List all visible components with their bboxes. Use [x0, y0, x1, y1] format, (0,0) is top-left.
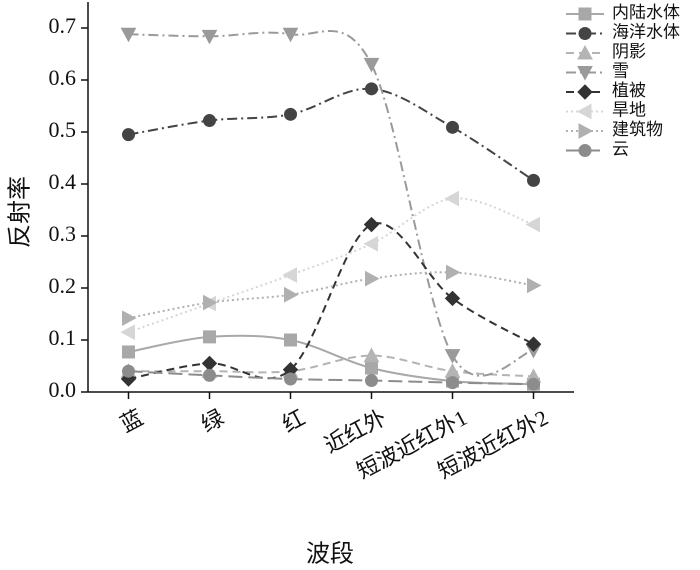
marker: [365, 270, 380, 287]
y-tick-label: 0.2: [49, 273, 77, 298]
y-tick-label: 0.6: [49, 65, 77, 90]
series-line: [128, 334, 534, 386]
marker: [282, 27, 299, 43]
marker: [284, 286, 299, 303]
series: [120, 190, 540, 341]
marker: [284, 333, 297, 347]
y-tick-label: 0.0: [49, 377, 77, 402]
marker: [578, 144, 592, 157]
marker: [578, 123, 594, 139]
marker: [122, 310, 137, 326]
marker: [363, 235, 378, 252]
marker: [203, 294, 218, 311]
y-tick-label: 0.5: [49, 117, 77, 142]
x-tick-label: 红: [278, 405, 309, 437]
series-line: [128, 354, 534, 378]
marker: [577, 44, 593, 60]
marker: [444, 190, 459, 207]
marker: [122, 345, 135, 359]
marker: [284, 107, 297, 121]
series-line: [128, 370, 534, 386]
marker: [578, 7, 592, 21]
marker: [203, 330, 216, 344]
marker: [365, 374, 378, 388]
marker: [446, 376, 459, 390]
marker: [446, 264, 461, 281]
marker: [525, 336, 542, 352]
marker: [527, 277, 542, 294]
legend-label: 雪: [612, 61, 629, 80]
series: [120, 216, 542, 387]
legend-label: 旱地: [612, 100, 646, 119]
marker: [577, 66, 593, 81]
legend-label: 建筑物: [612, 120, 663, 139]
y-tick-label: 0.7: [49, 13, 77, 38]
x-axis-label: 波段: [306, 541, 354, 568]
marker: [444, 290, 461, 307]
series: [120, 27, 542, 377]
marker: [120, 324, 135, 341]
series-line: [128, 222, 534, 380]
series-line: [128, 29, 534, 377]
legend-label: 海洋水体: [612, 22, 680, 41]
marker: [444, 363, 461, 378]
marker: [363, 57, 380, 73]
series: [122, 330, 540, 391]
legend-label: 植被: [612, 81, 646, 100]
marker: [201, 355, 218, 372]
marker: [365, 82, 378, 96]
marker: [282, 267, 297, 283]
series-line: [128, 197, 534, 334]
y-axis-label: 反射率: [7, 176, 34, 248]
series-line: [128, 271, 534, 320]
marker: [284, 372, 297, 386]
y-tick-label: 0.4: [49, 169, 77, 194]
marker: [203, 114, 216, 128]
marker: [527, 377, 540, 391]
marker: [201, 29, 218, 45]
marker: [122, 364, 135, 378]
legend-label: 内陆水体: [612, 3, 680, 22]
series-line: [128, 87, 535, 182]
x-tick-label: 蓝: [116, 405, 147, 437]
marker: [527, 173, 540, 187]
y-tick-label: 0.1: [49, 325, 77, 350]
y-tick-label: 0.3: [49, 221, 77, 246]
marker: [525, 216, 540, 233]
marker: [444, 349, 461, 364]
marker: [363, 347, 380, 363]
marker: [446, 120, 459, 134]
marker: [363, 216, 380, 233]
legend-label: 云: [612, 139, 629, 158]
series: [122, 82, 540, 187]
marker: [578, 27, 592, 40]
marker: [203, 368, 216, 382]
marker: [577, 84, 593, 100]
x-tick-label: 绿: [197, 405, 228, 437]
marker: [365, 361, 378, 375]
marker: [576, 103, 592, 120]
legend-label: 阴影: [612, 42, 646, 61]
marker: [120, 27, 137, 43]
series: [122, 264, 542, 326]
marker: [122, 128, 135, 142]
series: [122, 364, 540, 391]
